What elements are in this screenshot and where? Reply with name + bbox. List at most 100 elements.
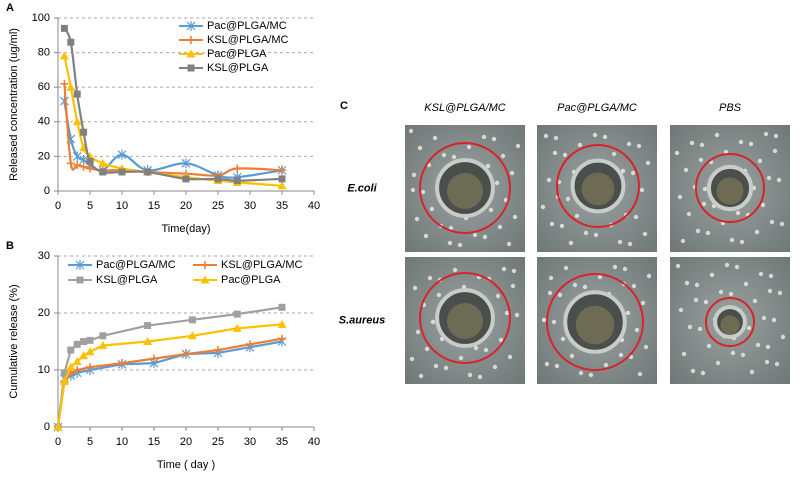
colony [418,373,424,379]
colony [646,273,652,279]
colony [703,299,709,305]
colony [582,284,588,290]
legend-label: KSL@PLGA [207,62,269,74]
marker [66,362,76,371]
colony [677,194,683,200]
colony [764,359,770,365]
x-tick-label: 10 [116,436,128,448]
colony [552,150,558,156]
colony [481,134,487,140]
colony [494,180,500,186]
marker [214,346,222,355]
colony [408,128,414,134]
colony [687,324,693,330]
colony [723,149,729,155]
marker [67,38,75,46]
colony [510,283,516,289]
colony [509,170,515,176]
marker [181,158,191,169]
colony [680,238,686,244]
legend-marker [76,276,84,284]
marker [246,340,254,349]
colony [602,134,608,140]
y-tick-label: 10 [38,364,50,376]
colony [593,232,599,238]
colony [715,360,721,366]
marker [79,162,88,171]
colony [698,157,704,163]
colony [763,131,769,137]
colony [618,352,624,358]
y-tick-label: 30 [38,250,50,262]
marker [60,79,69,88]
colony [452,267,458,273]
colony [772,148,778,154]
colony [441,152,447,158]
colony [501,266,507,272]
colony [495,293,501,299]
marker [182,175,190,183]
colony [686,211,692,217]
colony [473,345,479,351]
legend-label: KSL@PLGA/MC [207,34,289,46]
marker [59,376,69,385]
colony [543,133,549,139]
legend-marker [201,261,209,269]
marker [73,340,81,348]
well-inner [447,303,483,339]
marker [188,316,196,324]
marker [66,159,75,168]
colony [689,140,695,146]
y-tick-label: 60 [38,81,50,93]
series-line [63,55,283,187]
legend-marker [187,36,195,44]
marker [60,24,68,32]
marker [67,346,75,354]
well-inner [720,315,740,335]
legend-label: KSL@PLGA/MC [221,259,303,271]
x-tick-label: 20 [180,436,192,448]
colony [549,221,555,227]
marker [72,117,82,126]
colony [773,133,779,139]
colony [767,288,773,294]
colony [466,144,472,150]
marker [278,166,286,175]
x-tick-label: 0 [55,436,61,448]
x-tick-label: 35 [276,436,288,448]
colony [448,225,454,231]
colony [675,263,681,269]
colony [569,353,575,359]
marker [73,90,81,98]
colony [735,210,741,216]
marker [85,347,95,356]
colony [690,368,696,374]
colony [734,264,740,270]
colony [414,216,420,222]
colony [411,172,417,178]
marker [80,338,88,345]
zone-circle [705,297,755,347]
colony [752,298,758,304]
colony [695,228,701,234]
column-label: KSL@PLGA/MC [424,102,506,114]
marker [233,164,242,173]
colony [777,290,783,296]
colony [718,289,724,295]
colony [559,223,565,229]
colony [553,135,559,141]
colony [544,361,550,367]
colony [547,290,553,296]
colony [409,356,415,362]
colony [540,204,546,210]
marker [72,151,82,162]
marker [278,175,286,183]
colony [497,224,503,230]
colony [515,143,521,149]
colony [642,231,648,237]
colony [738,139,744,145]
colony [432,135,438,141]
legend-marker [75,260,85,270]
colony [560,336,566,342]
